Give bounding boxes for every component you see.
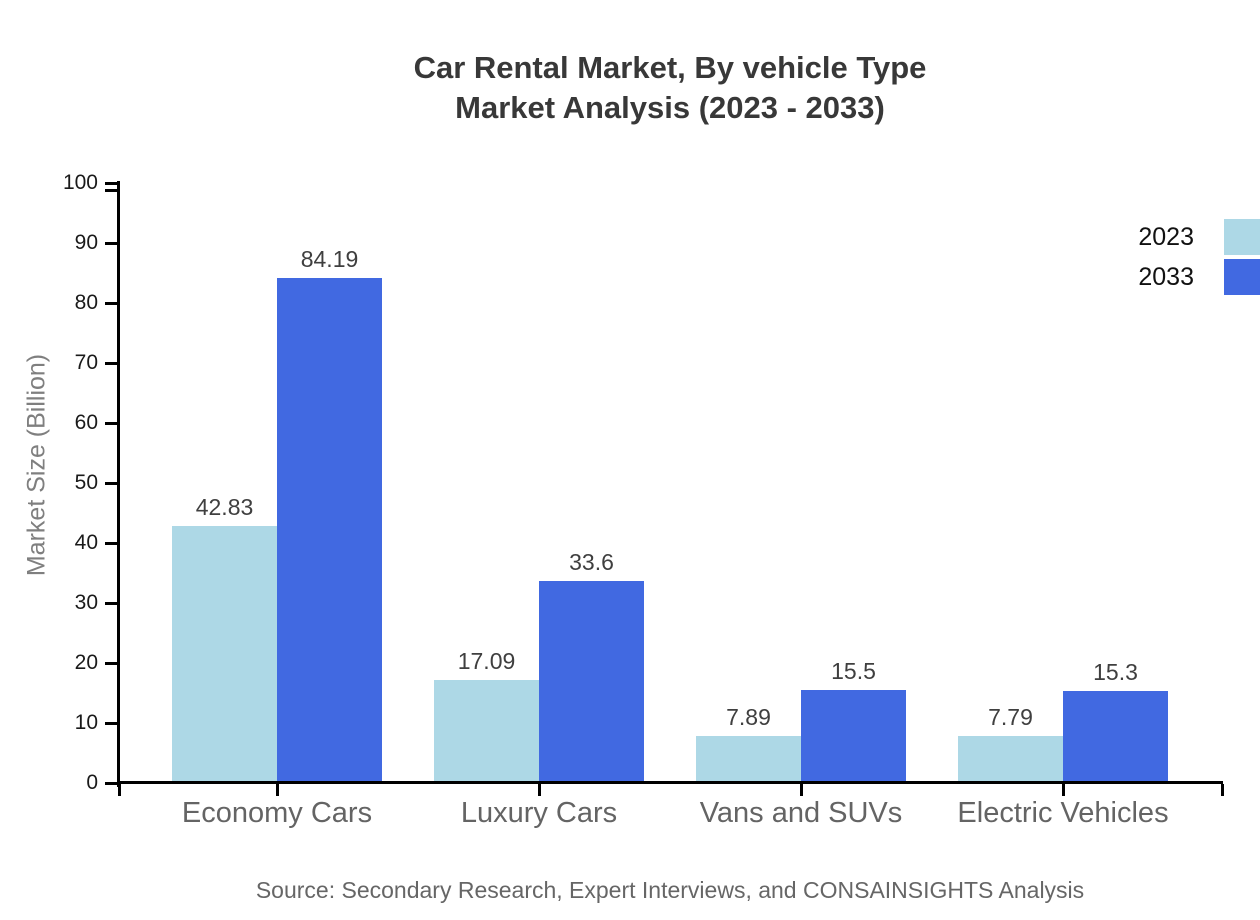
y-tick-label: 90 — [74, 231, 98, 254]
legend-row-2033: 2033 — [1138, 259, 1260, 295]
value-label-2033-economy-cars: 84.19 — [300, 245, 359, 272]
legend-swatch-2023 — [1224, 219, 1260, 255]
legend-row-2023: 2023 — [1138, 219, 1260, 255]
bar-2033-economy-cars — [277, 277, 382, 783]
chart-title: Car Rental Market, By vehicle Type Marke… — [90, 48, 1250, 128]
x-category-label-economy-cars: Economy Cars — [181, 797, 373, 829]
bar-2023-economy-cars — [172, 526, 277, 783]
y-tick — [105, 721, 117, 725]
value-label-2033-electric-vehicles: 15.3 — [1093, 659, 1138, 686]
y-tick-label: 40 — [74, 531, 98, 554]
x-category-label-electric-vehicles: Electric Vehicles — [957, 797, 1169, 829]
y-tick — [105, 241, 117, 245]
x-tick — [537, 784, 541, 796]
bar-2023-vans-and-suvs — [696, 735, 801, 783]
bar-2023-luxury-cars — [434, 680, 539, 783]
bar-2033-electric-vehicles — [1063, 691, 1168, 783]
value-label-2023-economy-cars: 42.83 — [195, 494, 254, 521]
y-tick-label: 0 — [86, 771, 98, 794]
chart-title-line1: Car Rental Market, By vehicle Type — [413, 50, 927, 85]
legend-swatch-2033 — [1224, 259, 1260, 295]
source-note: Source: Secondary Research, Expert Inter… — [255, 877, 1085, 903]
value-label-2023-vans-and-suvs: 7.89 — [726, 703, 771, 730]
y-tick — [105, 361, 117, 365]
bar-2023-electric-vehicles — [958, 736, 1063, 783]
x-tick — [799, 784, 803, 796]
y-tick-label: 50 — [74, 471, 98, 494]
legend-label-2023: 2023 — [1138, 222, 1194, 251]
y-tick-label: 100 — [62, 171, 98, 194]
y-axis-line — [117, 181, 120, 787]
y-tick-label: 60 — [74, 411, 98, 434]
bar-2033-luxury-cars — [539, 581, 644, 783]
y-tick — [105, 601, 117, 605]
y-tick — [105, 781, 117, 785]
x-category-label-vans-and-suvs: Vans and SUVs — [699, 797, 903, 829]
y-axis-endcap — [105, 188, 117, 192]
legend: 2023 2033 — [1138, 219, 1260, 299]
x-tick — [117, 784, 121, 796]
y-tick-label: 30 — [74, 591, 98, 614]
value-label-2023-luxury-cars: 17.09 — [457, 648, 516, 675]
y-tick — [105, 481, 117, 485]
x-tick — [275, 784, 279, 796]
y-tick — [105, 181, 117, 185]
y-tick — [105, 541, 117, 545]
x-axis-line — [117, 781, 1223, 784]
y-tick-label: 10 — [74, 711, 98, 734]
y-tick-label: 80 — [74, 291, 98, 314]
y-tick — [105, 421, 117, 425]
x-tick — [1061, 784, 1065, 796]
value-label-2033-vans-and-suvs: 15.5 — [831, 658, 876, 684]
bar-2033-vans-and-suvs — [801, 690, 906, 783]
x-category-label-luxury-cars: Luxury Cars — [460, 797, 618, 829]
x-tick — [1220, 784, 1224, 796]
value-label-2023-electric-vehicles: 7.79 — [988, 704, 1033, 731]
value-label-2033-luxury-cars: 33.6 — [569, 549, 614, 576]
y-tick-label: 20 — [74, 651, 98, 674]
y-tick — [105, 661, 117, 665]
legend-label-2033: 2033 — [1138, 262, 1194, 291]
y-tick — [105, 301, 117, 305]
chart-title-line2: Market Analysis (2023 - 2033) — [455, 90, 885, 125]
y-tick-label: 70 — [74, 351, 98, 374]
